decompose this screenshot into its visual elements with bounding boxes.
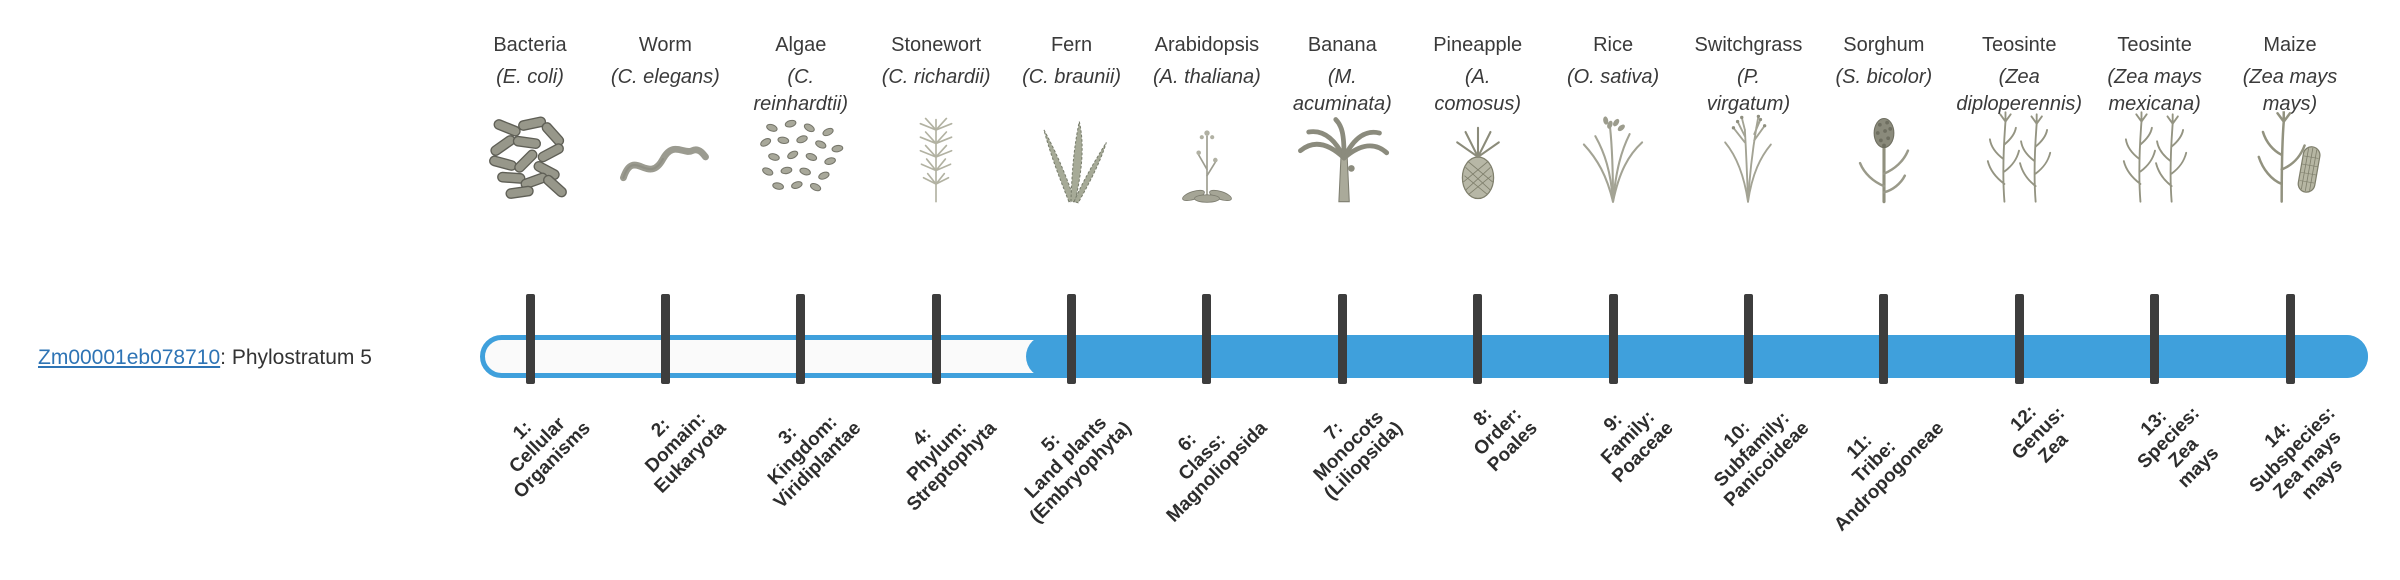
phylostratum-tick bbox=[1608, 294, 1618, 384]
organism-name: Banana bbox=[1307, 34, 1377, 56]
phylostratum-label: 6: Class: Magnoliopsida bbox=[1162, 417, 1272, 527]
organism-scientific-name: (A. comosus) bbox=[1434, 66, 1522, 115]
maize-icon bbox=[2238, 110, 2342, 206]
organism-name: Rice bbox=[1593, 34, 1634, 56]
worm-icon bbox=[613, 110, 717, 206]
phylostratum-label: 12: Genus: Zea bbox=[2006, 401, 2073, 468]
phylostratum-label: 9: Family: Poaceae bbox=[1597, 406, 1678, 488]
phylostratum-label: 4: Phylum: Streptophyta bbox=[902, 417, 1001, 516]
bacteria-icon bbox=[478, 110, 582, 206]
organism-scientific-name: (O. sativa) bbox=[1566, 66, 1660, 88]
organism-scientific-name: (P. virgatum) bbox=[1706, 66, 1791, 115]
phylostratum-tick bbox=[660, 294, 670, 384]
algae-icon bbox=[749, 110, 853, 206]
phylostratum-tick bbox=[2014, 294, 2024, 384]
phylostratum-tick bbox=[796, 294, 806, 384]
organism-scientific-name: (C. reinhardtii) bbox=[753, 66, 848, 115]
phylostratum-bar-fill bbox=[1026, 335, 2368, 378]
phylostratum-label: 11: Tribe: Andropogoneae bbox=[1830, 417, 1949, 536]
organism-name: Teosinte bbox=[1981, 34, 2057, 56]
organism-scientific-name: (C. braunii) bbox=[1022, 66, 1121, 88]
organism-scientific-name: (A. thaliana) bbox=[1153, 66, 1261, 88]
gene-label: Zm00001eb078710: Phylostratum 5 bbox=[38, 346, 372, 370]
gene-phylostratum-text: : Phylostratum 5 bbox=[220, 346, 372, 369]
phylostratum-label: 1: Cellular Organisms bbox=[505, 413, 595, 503]
sorghum-icon bbox=[1832, 110, 1936, 206]
organism-name: Worm bbox=[638, 34, 692, 56]
organism-name: Bacteria bbox=[493, 34, 567, 56]
organism-name: Fern bbox=[1050, 34, 1093, 56]
organism-scientific-name: (E. coli) bbox=[496, 66, 564, 88]
phylostratum-tick bbox=[1879, 294, 1889, 384]
phylostratum-tick bbox=[1337, 294, 1347, 384]
organism-name: Teosinte bbox=[2117, 34, 2192, 56]
organism-scientific-name: (Zea diploperennis) bbox=[1956, 66, 2083, 115]
phylostratum-tick bbox=[2285, 294, 2295, 384]
phylostratum-label: 7: Monocots (Liliopsida) bbox=[1309, 406, 1407, 505]
fern-icon bbox=[1020, 110, 1124, 206]
phylostratum-tick bbox=[525, 294, 535, 384]
organism-scientific-name: (C. richardii) bbox=[881, 66, 991, 88]
phylostratum-tick bbox=[1743, 294, 1753, 384]
organism-name: Stonewort bbox=[891, 34, 982, 56]
organism-scientific-name: (M. acuminata) bbox=[1292, 66, 1392, 115]
gene-id-link[interactable]: Zm00001eb078710 bbox=[38, 346, 221, 369]
stonewort-icon bbox=[884, 110, 988, 206]
organism-name: Algae bbox=[775, 34, 827, 56]
phylostratum-label: 5: Land plants (Embryophyta) bbox=[1021, 412, 1137, 528]
arabidopsis-icon bbox=[1155, 110, 1259, 206]
organism-name: Arabidopsis bbox=[1154, 34, 1260, 56]
organism-scientific-name: (Zea mays mexicana) bbox=[2107, 66, 2202, 115]
organism-scientific-name: (S. bicolor) bbox=[1835, 66, 1933, 88]
phylostratum-label: 13: Species: Zea mays bbox=[2134, 402, 2224, 493]
phylostratum-tick bbox=[2150, 294, 2160, 384]
rice-icon bbox=[1561, 110, 1665, 206]
phylostratum-tick bbox=[931, 294, 941, 384]
organism-name: Sorghum bbox=[1843, 34, 1925, 56]
banana-icon bbox=[1290, 110, 1394, 206]
organism-scientific-name: (C. elegans) bbox=[610, 66, 720, 88]
phylostratum-label: 3: Kingdom: Viridiplantae bbox=[764, 411, 866, 513]
phylostratum-tick bbox=[1202, 294, 1212, 384]
organism-name: Maize bbox=[2263, 34, 2317, 56]
phylostratum-tick bbox=[1067, 294, 1077, 384]
phylostratum-label: 14: Subspecies: Zea mays mays bbox=[2245, 402, 2348, 505]
phylostratum-label: 10: Subfamily: Panicoideae bbox=[1709, 407, 1814, 511]
teosinte-icon bbox=[1967, 110, 2071, 206]
phylostratum-label: 8: Order: Poales bbox=[1470, 403, 1543, 476]
organism-name: Pineapple bbox=[1433, 34, 1523, 56]
organism-name: Switchgrass bbox=[1694, 34, 1803, 56]
phylostratum-label: 2: Domain: Eukaryota bbox=[640, 408, 730, 498]
organism-scientific-name: (Zea mays mays) bbox=[2242, 66, 2338, 115]
switchgrass-icon bbox=[1696, 110, 1800, 206]
phylostratum-tick bbox=[1473, 294, 1483, 384]
teosinte-icon bbox=[2103, 110, 2207, 206]
pineapple-icon bbox=[1426, 110, 1530, 206]
